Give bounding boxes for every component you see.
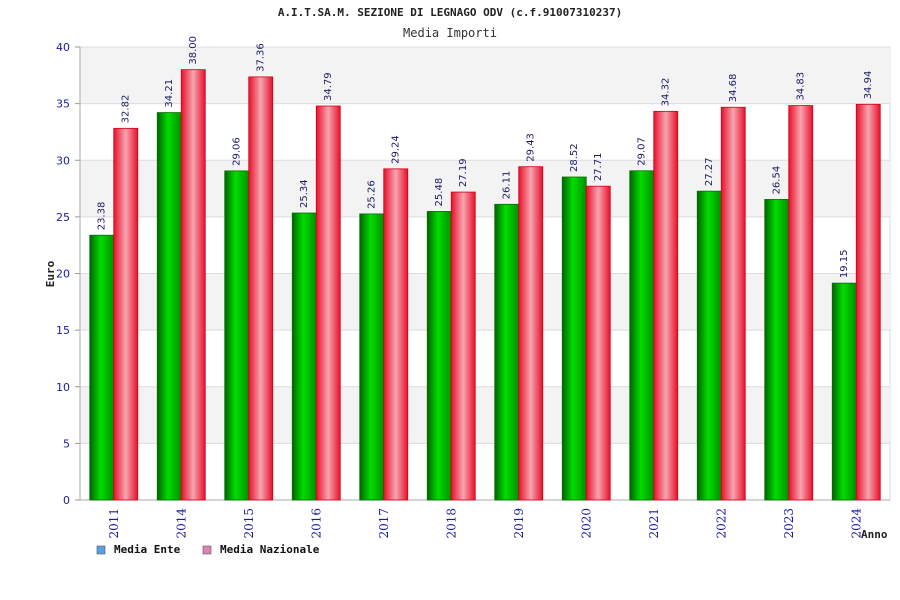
data-label: 27.19 (458, 158, 469, 187)
y-tick-label: 35 (56, 98, 70, 111)
data-label: 27.71 (593, 153, 604, 182)
grid-lines (75, 46, 890, 501)
chart-subtitle: Media Importi (403, 26, 497, 40)
y-tick-label: 30 (56, 154, 70, 167)
grid-band (80, 47, 890, 104)
data-label: 25.48 (434, 178, 445, 207)
y-tick-label: 10 (56, 381, 70, 394)
data-label: 26.11 (502, 171, 513, 200)
y-axis-ticks: 0 5 10 15 20 25 30 35 40 (56, 41, 70, 507)
x-tick-label: 2020 (579, 508, 593, 539)
bars (89, 69, 881, 501)
x-tick-label: 2022 (714, 508, 728, 539)
bar-media-nazionale (653, 110, 679, 501)
data-label: 28.52 (569, 143, 580, 172)
y-tick-label: 0 (63, 494, 70, 507)
data-label: 26.54 (772, 166, 783, 195)
y-axis-label: Euro (44, 260, 57, 287)
bar-media-nazionale (180, 69, 206, 501)
bar-media-ente (561, 176, 587, 501)
legend: Media Ente Media Nazionale (96, 543, 320, 556)
data-label: 19.15 (839, 249, 850, 278)
x-tick-label: 2023 (782, 508, 796, 539)
bar-media-ente (831, 282, 857, 501)
y-tick-label: 40 (56, 41, 70, 54)
grid-band (80, 386, 890, 444)
bar-media-ente (629, 170, 655, 501)
data-label: 27.27 (704, 158, 715, 187)
data-label: 34.94 (863, 71, 874, 100)
data-label: 34.68 (728, 74, 739, 103)
data-labels: 23.38 32.82 34.21 38.00 29.06 37.36 25.34 34.79… (97, 36, 875, 278)
grid-band (80, 273, 890, 331)
x-tick-label: 2016 (309, 508, 323, 539)
bar-media-nazionale (315, 105, 341, 501)
y-tick-label: 20 (56, 268, 70, 281)
chart-title: A.I.T.SA.M. SEZIONE DI LEGNAGO ODV (c.f.… (278, 6, 622, 19)
bar-media-nazionale (788, 105, 814, 501)
data-label: 34.21 (164, 79, 175, 108)
data-label: 25.26 (367, 180, 378, 209)
x-tick-label: 2014 (174, 508, 188, 539)
data-label: 38.00 (188, 36, 199, 65)
data-label: 34.32 (661, 78, 672, 107)
bar-media-nazionale (383, 168, 409, 501)
legend-label: Media Nazionale (220, 543, 320, 556)
data-label: 29.07 (637, 137, 648, 166)
y-tick-label: 25 (56, 211, 70, 224)
bar-media-nazionale (585, 185, 611, 501)
bar-media-nazionale (113, 127, 139, 501)
legend-label: Media Ente (114, 543, 181, 556)
legend-swatch (202, 545, 212, 555)
data-label: 37.36 (256, 43, 267, 72)
data-label: 23.38 (97, 202, 108, 231)
data-label: 25.34 (299, 179, 310, 208)
bar-media-ente (359, 213, 385, 501)
bar-media-nazionale (855, 103, 881, 501)
data-label: 29.43 (526, 133, 537, 162)
bar-media-ente (291, 212, 317, 501)
bar-media-ente (156, 112, 182, 501)
x-tick-label: 2015 (242, 508, 256, 539)
x-axis-label: Anno (861, 528, 888, 541)
data-label: 29.06 (232, 137, 243, 166)
x-tick-label: 2021 (647, 508, 661, 539)
bar-media-ente (494, 203, 520, 501)
x-tick-label: 2024 (849, 508, 863, 539)
data-label: 34.79 (323, 72, 334, 101)
bar-media-ente (696, 190, 722, 501)
x-tick-label: 2019 (512, 508, 526, 539)
y-tick-label: 15 (56, 324, 70, 337)
x-tick-label: 2011 (107, 508, 121, 539)
data-label: 34.83 (796, 72, 807, 101)
data-label: 32.82 (121, 95, 132, 124)
bar-media-ente (426, 211, 452, 501)
x-tick-label: 2018 (444, 508, 458, 539)
x-axis-ticks: 2011 2014 2015 2016 2017 2018 2019 2020 2021 2022… (107, 508, 864, 539)
bar-media-nazionale (720, 106, 746, 501)
y-tick-label: 5 (63, 437, 70, 450)
bar-media-nazionale (248, 76, 274, 501)
bar-media-ente (224, 170, 250, 501)
bar-media-nazionale (518, 166, 544, 501)
bar-media-ente (764, 199, 790, 501)
bar-media-nazionale (450, 191, 476, 501)
data-label: 29.24 (391, 135, 402, 164)
grid-band (80, 160, 890, 217)
legend-swatch (96, 545, 106, 555)
bar-media-ente (89, 234, 115, 501)
x-tick-label: 2017 (377, 508, 391, 539)
